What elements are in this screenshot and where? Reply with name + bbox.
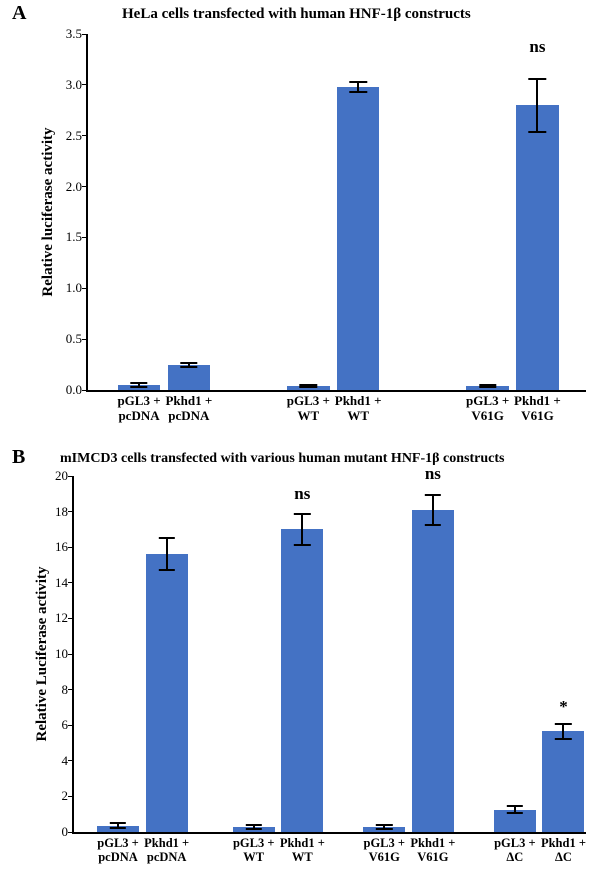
chart-bar [337,87,379,390]
error-bar [536,79,538,105]
x-tick-label: pGL3 + WT [287,390,330,424]
figure: A HeLa cells transfected with human HNF-1… [0,0,601,878]
y-tick-label: 16 [55,539,74,555]
y-tick-label: 2 [62,788,75,804]
x-tick-label: Pkhd1 + WT [280,832,325,865]
chart-bar [168,365,210,390]
error-bar [562,724,564,731]
chart-bar: ns [412,510,454,832]
panel-title: HeLa cells transfected with human HNF-1β… [122,6,471,23]
significance-annot: * [559,697,568,717]
x-tick-label: Pkhd1 + pcDNA [165,390,212,424]
y-tick-label: 3.5 [66,26,88,42]
error-cap [349,91,366,93]
x-tick-label: Pkhd1 + V61G [514,390,561,424]
error-cap [529,131,546,133]
y-tick-label: 2.5 [66,128,88,144]
error-cap [376,824,392,826]
error-cap [130,382,147,384]
x-tick-label: Pkhd1 + V61G [410,832,455,865]
panel-letter: B [12,446,25,469]
y-tick-label: 18 [55,504,74,520]
x-tick-label: pGL3 + pcDNA [117,390,160,424]
error-cap [294,544,310,546]
error-cap [376,828,392,830]
chart-bar: * [542,731,584,832]
x-tick-label: Pkhd1 + ΔC [541,832,586,865]
x-tick-label: pGL3 + pcDNA [97,832,139,865]
y-tick-label: 10 [55,646,74,662]
y-tick-label: 8 [62,682,75,698]
error-bar [166,538,168,554]
significance-annot: ns [529,37,545,57]
y-tick-label: 12 [55,610,74,626]
chart-bar [146,554,188,832]
chart-bar: ns [516,105,558,390]
x-tick-label: Pkhd1 + WT [335,390,382,424]
x-tick-label: pGL3 + V61G [466,390,509,424]
error-bar [301,514,303,529]
error-cap [246,828,262,830]
error-bar [432,495,434,510]
significance-annot: ns [294,484,310,504]
error-cap [158,537,174,539]
y-axis-label: Relative Luciferase activity [34,476,51,832]
plot-area: Relative Luciferase activity024681012141… [72,476,586,834]
y-tick-label: 0 [62,824,75,840]
y-tick-label: 20 [55,468,74,484]
error-cap [300,386,317,388]
error-cap [158,569,174,571]
y-tick-label: 0.5 [66,331,88,347]
error-bar [432,510,434,525]
significance-annot: ns [425,464,441,484]
error-bar [536,105,538,131]
y-tick-label: 2.0 [66,179,88,195]
error-cap [555,723,571,725]
error-cap [180,366,197,368]
plot-area: Relative luciferase activity0.00.51.01.5… [86,34,586,392]
error-cap [246,824,262,826]
error-cap [110,822,126,824]
x-tick-label: pGL3 + ΔC [494,832,536,865]
error-bar [301,529,303,544]
error-cap [529,78,546,80]
y-tick-label: 4 [62,753,75,769]
error-bar [166,554,168,570]
error-cap [479,386,496,388]
error-cap [110,827,126,829]
chart-bar: ns [281,529,323,832]
x-tick-label: pGL3 + V61G [364,832,406,865]
error-cap [180,362,197,364]
x-tick-label: pGL3 + WT [233,832,275,865]
chart-bar [494,810,536,832]
y-tick-label: 6 [62,717,75,733]
y-tick-label: 14 [55,575,74,591]
y-tick-label: 0.0 [66,382,88,398]
y-tick-label: 1.0 [66,280,88,296]
error-cap [425,524,441,526]
y-tick-label: 1.5 [66,229,88,245]
x-tick-label: Pkhd1 + pcDNA [144,832,189,865]
error-cap [349,81,366,83]
y-tick-label: 3.0 [66,77,88,93]
panel-letter: A [12,2,26,25]
error-cap [294,513,310,515]
error-cap [507,812,523,814]
y-axis-label: Relative luciferase activity [40,34,57,390]
error-cap [130,386,147,388]
error-cap [555,738,571,740]
error-cap [425,494,441,496]
error-cap [507,805,523,807]
